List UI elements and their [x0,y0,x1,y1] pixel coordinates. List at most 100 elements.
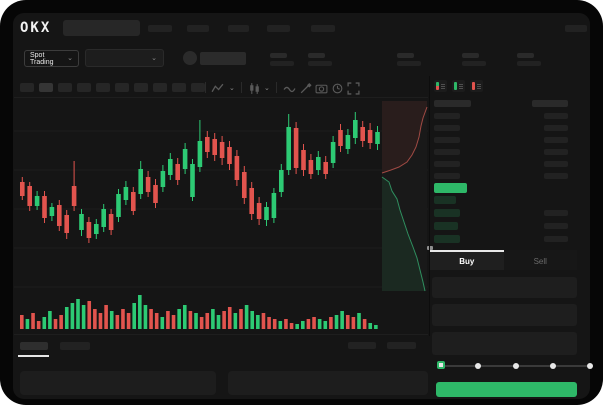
total-field[interactable] [432,332,577,355]
volume-bar [222,311,226,329]
volume-bar [306,319,311,329]
chevron-down-icon[interactable]: ⌄ [264,85,270,92]
timeframe-button[interactable] [20,83,34,92]
slider-tick[interactable] [549,363,556,369]
ask-amount-placeholder[interactable] [544,149,568,155]
bid-depth-bar[interactable] [434,196,456,204]
price-chart[interactable] [14,96,430,334]
pair-selector-dropdown[interactable]: ⌄ [85,49,164,67]
timeframe-button[interactable] [39,83,53,92]
volume-bar [312,317,316,329]
fullscreen-icon[interactable] [347,82,360,95]
volume-bar [317,319,322,329]
stat-label-placeholder [397,53,414,58]
slider-tick[interactable] [512,363,519,369]
slider-tick[interactable] [587,363,593,369]
nav-item[interactable] [311,25,335,32]
candle-body [160,171,166,187]
ask-amount-placeholder[interactable] [544,113,568,119]
ask-price-placeholder[interactable] [434,149,460,155]
timeframe-button[interactable] [58,83,72,92]
ask-price-placeholder[interactable] [434,125,460,131]
volume-bar [93,309,97,329]
last-price-badge[interactable] [434,183,467,193]
volume-bar [70,303,75,329]
nav-item[interactable] [267,25,290,32]
combined-book-icon[interactable] [434,80,447,92]
candle-body [42,196,47,218]
volume-bar [138,295,142,329]
amount-field[interactable] [432,304,577,326]
bottom-panel-block[interactable] [20,371,216,395]
bid-depth-bar[interactable] [434,209,460,217]
timeframe-button[interactable] [134,83,148,92]
tab-buy[interactable]: Buy [430,250,504,270]
bid-depth-bar[interactable] [434,235,460,243]
bottom-panel-block[interactable] [228,371,428,395]
volume-bar [115,315,120,329]
buy-button[interactable] [436,382,577,397]
ask-amount-placeholder[interactable] [544,125,568,131]
volume-bar [109,311,114,329]
line-style-icon[interactable] [283,82,296,95]
stat-label-placeholder [270,53,287,58]
chart-type-icon[interactable] [248,82,261,95]
ask-price-placeholder[interactable] [434,137,460,143]
volume-bar [256,315,260,329]
volume-bar [76,299,80,329]
settings-icon[interactable] [331,82,344,95]
ask-price-placeholder[interactable] [434,173,460,179]
timeframe-button[interactable] [115,83,129,92]
market-type-dropdown[interactable]: Spot Trading ⌄ [24,50,79,67]
nav-item[interactable] [187,25,209,32]
bid-amount-placeholder[interactable] [544,223,568,229]
nav-item[interactable] [148,25,172,32]
ask-amount-placeholder[interactable] [544,173,568,179]
price-field[interactable] [432,277,577,298]
volume-bar [31,313,35,329]
volume-bar [143,305,148,329]
ask-price-placeholder[interactable] [434,161,460,167]
orders-action-placeholder[interactable] [348,342,376,349]
tab-sell[interactable]: Sell [503,250,577,270]
chevron-down-icon[interactable]: ⌄ [229,85,235,92]
draw-pencil-icon[interactable] [299,82,312,95]
volume-bar [64,307,69,329]
timeframe-button[interactable] [77,83,91,92]
bid-amount-placeholder[interactable] [544,236,568,242]
ask-price-placeholder[interactable] [434,113,460,119]
timeframe-button[interactable] [96,83,110,92]
slider-handle[interactable] [437,361,445,369]
asks-only-icon[interactable] [470,80,483,92]
history-tab[interactable] [60,342,90,350]
candle-body [293,128,299,168]
camera-icon[interactable] [315,82,328,95]
volume-bar [205,313,210,329]
candle-body [190,164,195,197]
candle-body [256,203,262,219]
bid-depth-bar[interactable] [434,222,458,230]
bid-amount-placeholder[interactable] [544,210,568,216]
search-input[interactable] [63,20,140,36]
volume-bar [267,317,271,329]
stat-value-placeholder [308,61,332,66]
orders-tab-active[interactable] [20,342,48,350]
ask-amount-placeholder[interactable] [544,137,568,143]
timeframe-button[interactable] [153,83,167,92]
volume-bar [199,317,204,329]
timeframe-button[interactable] [172,83,186,92]
nav-item[interactable] [228,25,249,32]
orders-action-placeholder[interactable] [387,342,416,349]
nav-item[interactable] [565,25,587,32]
bids-only-icon[interactable] [452,80,465,92]
volume-bar [295,324,299,329]
volume-bar [340,311,344,329]
slider-tick[interactable] [475,363,482,369]
indicators-icon[interactable] [211,82,224,95]
timeframe-button[interactable] [191,83,205,92]
ask-amount-placeholder[interactable] [544,161,568,167]
volume-bar [48,311,52,329]
volume-bar [239,309,243,329]
panel-divider [428,76,430,336]
volume-bar [121,309,125,329]
